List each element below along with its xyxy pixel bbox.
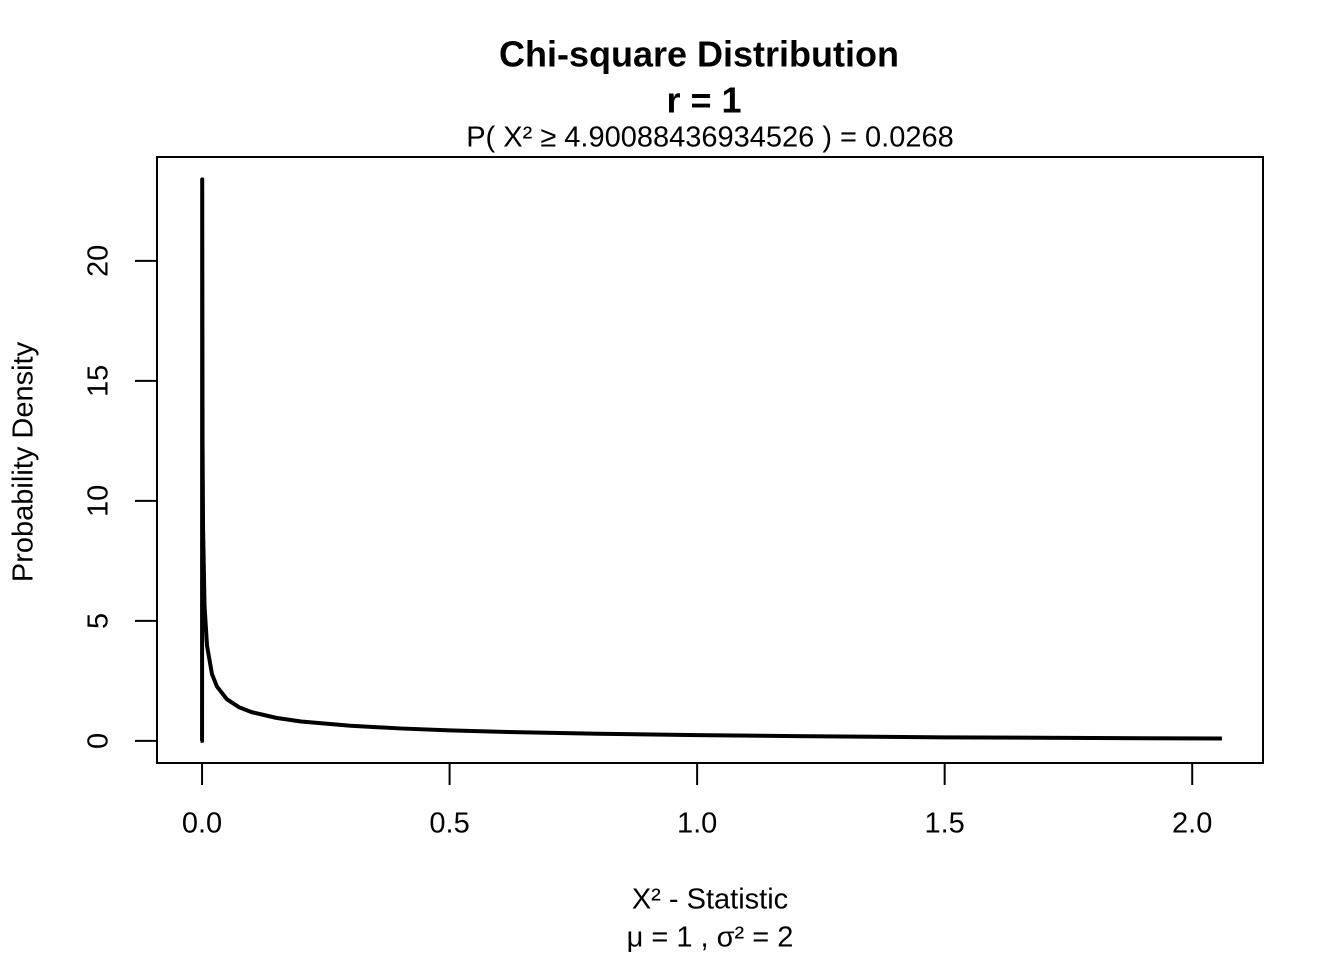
chart-subtitle: r = 1 (666, 80, 741, 121)
chart-title: Chi-square Distribution (499, 34, 899, 75)
x-tick-label: 1.5 (925, 808, 965, 840)
x-tick-label: 0.0 (182, 808, 222, 840)
x-axis-sublabel: μ = 1 , σ² = 2 (627, 922, 794, 954)
y-tick-label: 20 (83, 245, 115, 277)
y-tick-label: 10 (83, 485, 115, 517)
x-tick-label: 1.0 (677, 808, 717, 840)
annotation: P( X² ≥ 4.90088436934526 ) = 0.0268 (466, 122, 954, 154)
plot-frame (156, 156, 1264, 764)
x-axis-label: X² - Statistic (632, 884, 788, 916)
x-tick-label: 0.5 (429, 808, 469, 840)
y-tick-label: 5 (83, 613, 115, 629)
y-tick-label: 15 (83, 365, 115, 397)
x-tick-label: 2.0 (1172, 808, 1212, 840)
data-line (200, 177, 1222, 743)
y-axis-label: Probability Density (8, 341, 40, 582)
y-tick-label: 0 (83, 733, 115, 749)
